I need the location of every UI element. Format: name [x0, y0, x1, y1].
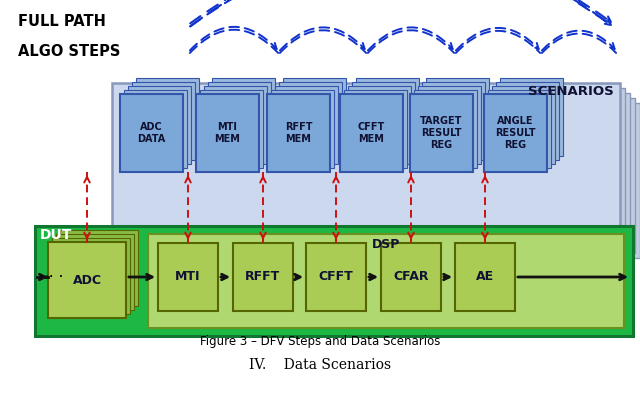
Bar [381, 243, 441, 311]
Bar [455, 243, 515, 311]
Bar [233, 243, 293, 311]
Text: ANGLE
RESULT
REG: ANGLE RESULT REG [495, 117, 536, 150]
Bar [52, 238, 130, 314]
Bar [124, 90, 187, 168]
Bar [127, 98, 635, 253]
Text: RFFT: RFFT [245, 271, 280, 284]
Bar [120, 94, 183, 172]
Bar [204, 86, 267, 164]
Text: MTI: MTI [175, 271, 201, 284]
Bar [306, 243, 366, 311]
Bar [488, 90, 551, 168]
Bar [275, 86, 338, 164]
Bar [117, 88, 625, 243]
Bar [132, 82, 195, 160]
Bar [200, 90, 263, 168]
Text: ADC: ADC [72, 273, 102, 286]
Text: FULL PATH: FULL PATH [18, 14, 106, 30]
Text: AE: AE [476, 271, 494, 284]
Bar [496, 82, 559, 160]
Bar [212, 78, 275, 156]
Bar [56, 234, 134, 310]
Bar [148, 234, 624, 328]
Text: DUT: DUT [40, 228, 72, 242]
Bar [136, 78, 199, 156]
Text: CFAR: CFAR [393, 271, 429, 284]
Bar [340, 94, 403, 172]
Text: ADC
DATA: ADC DATA [138, 122, 166, 144]
Bar [356, 78, 419, 156]
Bar [196, 94, 259, 172]
Bar [422, 82, 485, 160]
Bar [271, 90, 334, 168]
Bar [492, 86, 555, 164]
Bar [414, 90, 477, 168]
Bar [267, 94, 330, 172]
Text: TARGET
RESULT
REG: TARGET RESULT REG [420, 117, 463, 150]
Bar [158, 243, 218, 311]
Text: CFFT: CFFT [319, 271, 353, 284]
Bar [410, 94, 473, 172]
Text: Figure 3 – DFV Steps and Data Scenarios: Figure 3 – DFV Steps and Data Scenarios [200, 336, 440, 348]
Bar [348, 86, 411, 164]
Bar [279, 82, 342, 160]
Text: IV.    Data Scenarios: IV. Data Scenarios [249, 358, 391, 372]
Bar [344, 90, 407, 168]
Bar [132, 103, 640, 258]
Text: · · ·: · · · [39, 269, 63, 284]
Bar [48, 242, 126, 318]
Bar [122, 93, 630, 248]
Text: RFFT
MEM: RFFT MEM [285, 122, 312, 144]
Bar [128, 86, 191, 164]
Text: ALGO STEPS: ALGO STEPS [18, 45, 120, 59]
Bar [283, 78, 346, 156]
Bar [208, 82, 271, 160]
Text: CFFT
MEM: CFFT MEM [358, 122, 385, 144]
Bar [418, 86, 481, 164]
Text: SCENARIOS: SCENARIOS [528, 85, 614, 98]
Text: MTI
MEM: MTI MEM [214, 122, 241, 144]
Bar [112, 83, 620, 238]
Bar [484, 94, 547, 172]
Bar [352, 82, 415, 160]
Text: DSP: DSP [372, 238, 400, 251]
Bar [35, 226, 633, 336]
Bar [500, 78, 563, 156]
Bar [60, 230, 138, 306]
Bar [426, 78, 489, 156]
